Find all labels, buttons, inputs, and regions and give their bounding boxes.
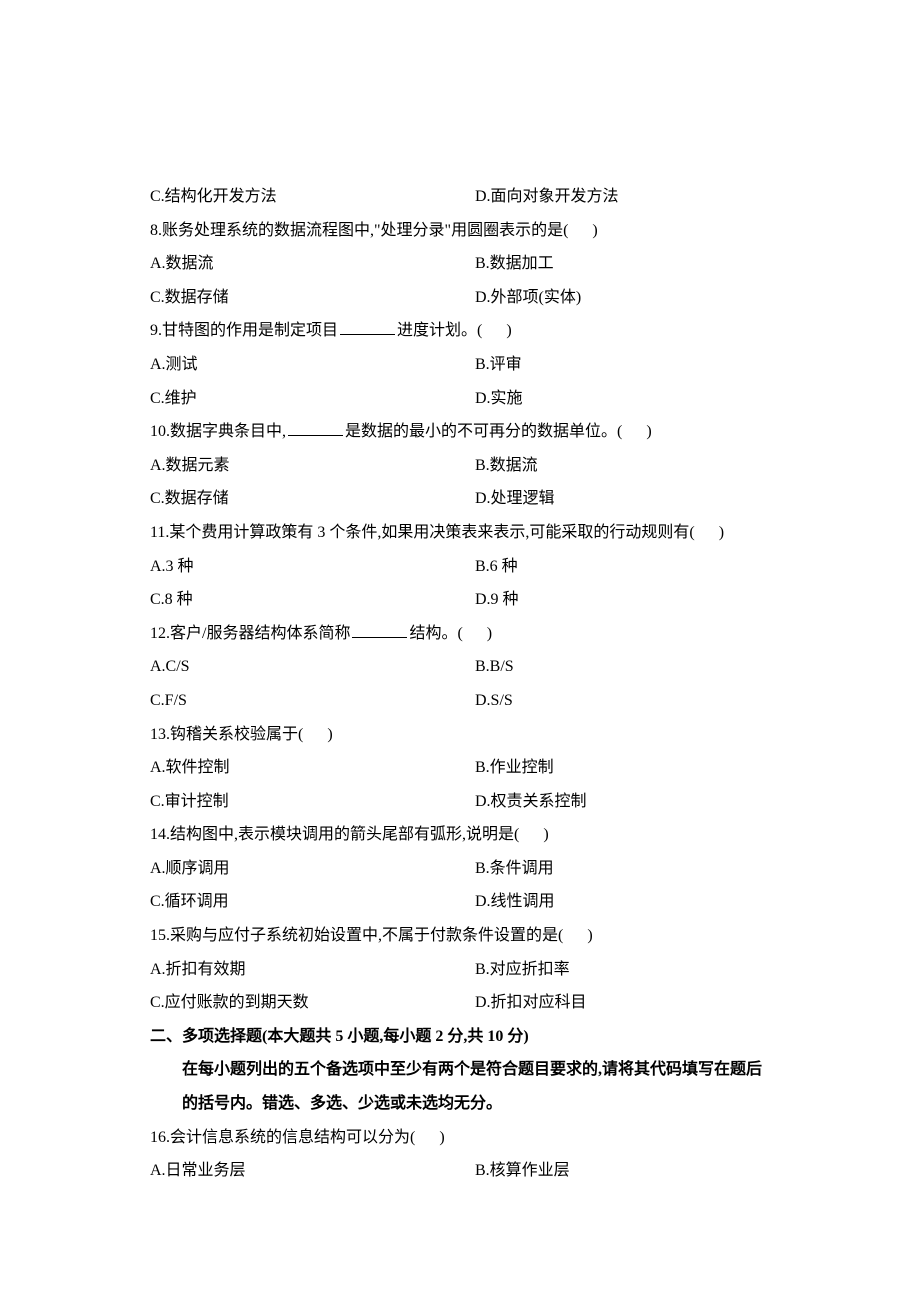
q9-blank <box>340 319 395 335</box>
q11-optB: B.6 种 <box>475 550 800 584</box>
q9-options-cd: C.维护 D.实施 <box>150 382 800 416</box>
q7-optC: C.结构化开发方法 <box>150 180 475 214</box>
q8-stem-post: ) <box>592 222 597 239</box>
q7-options-cd: C.结构化开发方法 D.面向对象开发方法 <box>150 180 800 214</box>
q12-blank <box>352 622 407 638</box>
q12-options-cd: C.F/S D.S/S <box>150 684 800 718</box>
q13-optD: D.权责关系控制 <box>475 785 800 819</box>
q14-optD: D.线性调用 <box>475 885 800 919</box>
q12-optA: A.C/S <box>150 650 475 684</box>
q15-optD: D.折扣对应科目 <box>475 986 800 1020</box>
q11-optC: C.8 种 <box>150 583 475 617</box>
q11-options-cd: C.8 种 D.9 种 <box>150 583 800 617</box>
q16-paren-gap <box>415 1121 439 1155</box>
q8-options-cd: C.数据存储 D.外部项(实体) <box>150 281 800 315</box>
q11-paren-gap <box>695 516 719 550</box>
q9-stem-pre: 9.甘特图的作用是制定项目 <box>150 322 338 339</box>
section2-title: 二、多项选择题(本大题共 5 小题,每小题 2 分,共 10 分) <box>150 1020 800 1054</box>
q15-stem-post: ) <box>587 927 592 944</box>
q9-paren-gap <box>482 314 506 348</box>
q9-stem-mid: 进度计划。( <box>397 322 482 339</box>
q10-options-ab: A.数据元素 B.数据流 <box>150 449 800 483</box>
q15-optA: A.折扣有效期 <box>150 953 475 987</box>
q13-stem: 13.钩稽关系校验属于( ) <box>150 718 800 752</box>
q15-options-cd: C.应付账款的到期天数 D.折扣对应科目 <box>150 986 800 1020</box>
q10-stem-post: ) <box>646 423 651 440</box>
q8-optD: D.外部项(实体) <box>475 281 800 315</box>
q10-stem: 10.数据字典条目中, 是数据的最小的不可再分的数据单位。( ) <box>150 415 800 449</box>
q12-stem-pre: 12.客户/服务器结构体系简称 <box>150 625 350 642</box>
q15-optB: B.对应折扣率 <box>475 953 800 987</box>
q13-options-cd: C.审计控制 D.权责关系控制 <box>150 785 800 819</box>
q11-optD: D.9 种 <box>475 583 800 617</box>
q8-optA: A.数据流 <box>150 247 475 281</box>
q11-stem-pre: 11.某个费用计算政策有 3 个条件,如果用决策表来表示,可能采取的行动规则有( <box>150 524 695 541</box>
q14-optC: C.循环调用 <box>150 885 475 919</box>
q9-options-ab: A.测试 B.评审 <box>150 348 800 382</box>
q14-stem: 14.结构图中,表示模块调用的箭头尾部有弧形,说明是( ) <box>150 818 800 852</box>
q15-paren-gap <box>563 919 587 953</box>
q11-options-ab: A.3 种 B.6 种 <box>150 550 800 584</box>
q16-stem-post: ) <box>439 1129 444 1146</box>
q9-optA: A.测试 <box>150 348 475 382</box>
q13-options-ab: A.软件控制 B.作业控制 <box>150 751 800 785</box>
q9-stem: 9.甘特图的作用是制定项目 进度计划。( ) <box>150 314 800 348</box>
q14-options-cd: C.循环调用 D.线性调用 <box>150 885 800 919</box>
q15-optC: C.应付账款的到期天数 <box>150 986 475 1020</box>
q16-stem-pre: 16.会计信息系统的信息结构可以分为( <box>150 1129 415 1146</box>
q10-optD: D.处理逻辑 <box>475 482 800 516</box>
q9-optD: D.实施 <box>475 382 800 416</box>
q15-stem-pre: 15.采购与应付子系统初始设置中,不属于付款条件设置的是( <box>150 927 563 944</box>
q15-options-ab: A.折扣有效期 B.对应折扣率 <box>150 953 800 987</box>
q12-optB: B.B/S <box>475 650 800 684</box>
q16-options-ab: A.日常业务层 B.核算作业层 <box>150 1154 800 1188</box>
section2-note1: 在每小题列出的五个备选项中至少有两个是符合题目要求的,请将其代码填写在题后 <box>150 1053 800 1087</box>
q8-stem: 8.账务处理系统的数据流程图中,"处理分录"用圆圈表示的是( ) <box>150 214 800 248</box>
section2-note2: 的括号内。错选、多选、少选或未选均无分。 <box>150 1087 800 1121</box>
q13-optB: B.作业控制 <box>475 751 800 785</box>
q11-stem-post: ) <box>719 524 724 541</box>
q10-options-cd: C.数据存储 D.处理逻辑 <box>150 482 800 516</box>
q13-optC: C.审计控制 <box>150 785 475 819</box>
q11-optA: A.3 种 <box>150 550 475 584</box>
q14-paren-gap <box>519 818 543 852</box>
q14-optB: B.条件调用 <box>475 852 800 886</box>
q10-optA: A.数据元素 <box>150 449 475 483</box>
q14-optA: A.顺序调用 <box>150 852 475 886</box>
q15-stem: 15.采购与应付子系统初始设置中,不属于付款条件设置的是( ) <box>150 919 800 953</box>
q10-blank <box>288 420 343 436</box>
q13-optA: A.软件控制 <box>150 751 475 785</box>
q14-stem-post: ) <box>543 826 548 843</box>
q10-stem-mid: 是数据的最小的不可再分的数据单位。( <box>345 423 622 440</box>
q14-stem-pre: 14.结构图中,表示模块调用的箭头尾部有弧形,说明是( <box>150 826 519 843</box>
q12-stem: 12.客户/服务器结构体系简称 结构。( ) <box>150 617 800 651</box>
q12-optC: C.F/S <box>150 684 475 718</box>
q10-optC: C.数据存储 <box>150 482 475 516</box>
q12-paren-gap <box>463 617 487 651</box>
q16-optA: A.日常业务层 <box>150 1154 475 1188</box>
q16-optB: B.核算作业层 <box>475 1154 800 1188</box>
q7-optD: D.面向对象开发方法 <box>475 180 800 214</box>
q10-stem-pre: 10.数据字典条目中, <box>150 423 286 440</box>
q12-stem-post: ) <box>487 625 492 642</box>
q14-options-ab: A.顺序调用 B.条件调用 <box>150 852 800 886</box>
q9-optC: C.维护 <box>150 382 475 416</box>
q16-stem: 16.会计信息系统的信息结构可以分为( ) <box>150 1121 800 1155</box>
q12-options-ab: A.C/S B.B/S <box>150 650 800 684</box>
q10-optB: B.数据流 <box>475 449 800 483</box>
q10-paren-gap <box>622 415 646 449</box>
q8-optC: C.数据存储 <box>150 281 475 315</box>
q13-stem-post: ) <box>327 726 332 743</box>
q12-stem-mid: 结构。( <box>409 625 462 642</box>
q13-paren-gap <box>303 718 327 752</box>
q13-stem-pre: 13.钩稽关系校验属于( <box>150 726 303 743</box>
q8-optB: B.数据加工 <box>475 247 800 281</box>
q8-stem-pre: 8.账务处理系统的数据流程图中,"处理分录"用圆圈表示的是( <box>150 222 568 239</box>
q9-optB: B.评审 <box>475 348 800 382</box>
q9-stem-post: ) <box>506 322 511 339</box>
q8-paren-gap <box>568 214 592 248</box>
q12-optD: D.S/S <box>475 684 800 718</box>
q8-options-ab: A.数据流 B.数据加工 <box>150 247 800 281</box>
q11-stem: 11.某个费用计算政策有 3 个条件,如果用决策表来表示,可能采取的行动规则有(… <box>150 516 800 550</box>
